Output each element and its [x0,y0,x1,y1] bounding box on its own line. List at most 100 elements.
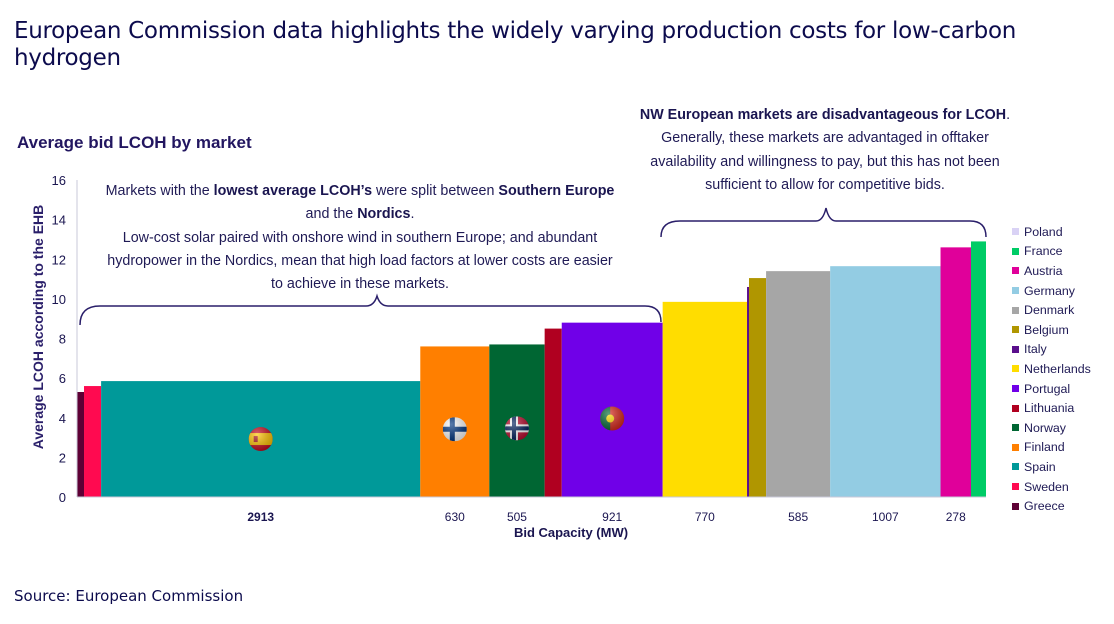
annotation-text: hydropower in the Nordics, mean that hig… [107,252,613,269]
legend-label: Austria [1024,263,1063,278]
capacity-label: 630 [445,510,465,524]
legend-label: Greece [1024,499,1065,514]
legend-label: Germany [1024,283,1075,298]
legend-item-netherlands: Netherlands [1012,359,1091,379]
legend-item-germany: Germany [1012,281,1091,301]
page-title: European Commission data highlights the … [14,18,1016,71]
legend-label: Denmark [1024,303,1075,318]
legend-item-france: France [1012,242,1091,262]
legend-item-greece: Greece [1012,496,1091,516]
annotation-text: to achieve in these markets. [270,276,449,293]
legend-label: France [1024,244,1063,259]
y-tick-label: 6 [59,371,66,386]
legend-swatch [1012,247,1019,255]
bar-netherlands [662,301,748,497]
capacity-label: 770 [695,510,715,524]
legend-label: Portugal [1024,381,1071,396]
y-axis-label: Average LCOH according to the EHB [30,205,46,450]
right-annotation-brace [660,207,987,238]
legend-swatch [1012,326,1019,334]
legend-item-italy: Italy [1012,340,1091,360]
annotation-bold: Nordics [357,206,411,223]
legend-item-spain: Spain [1012,457,1091,477]
bar-greece [77,391,85,497]
y-tick-label: 10 [52,292,66,307]
finland-flag-icon [442,417,467,442]
legend-swatch [1012,267,1019,275]
bar-france [970,241,986,497]
annotation-nw-europe: NW European markets are disadvantageous … [600,104,1050,197]
y-tick-label: 4 [59,411,66,426]
portugal-flag-icon [600,406,625,431]
spain-flag-icon [248,427,273,452]
legend-item-finland: Finland [1012,438,1091,458]
legend-label: Lithuania [1024,401,1075,416]
bar-belgium [748,278,767,497]
bar-austria [940,247,971,497]
bar-germany [830,266,941,497]
annotation-bold: NW European markets are disadvantageous … [639,107,1007,123]
annotation-bold: lowest average LCOH’s [213,183,373,199]
capacity-label: 2913 [247,510,274,524]
capacity-label: 505 [507,510,527,524]
capacity-label: 1007 [872,510,899,524]
legend-swatch [1012,365,1019,373]
legend-swatch [1012,424,1019,432]
left-annotation-brace [79,293,662,326]
bar-sweden [84,386,102,497]
y-tick-label: 8 [59,332,66,347]
x-axis-label: Bid Capacity (MW) [514,525,628,540]
legend-label: Spain [1024,459,1056,474]
legend-swatch [1012,306,1019,314]
bar-denmark [766,271,831,497]
legend-label: Italy [1024,342,1047,357]
y-tick-label: 16 [52,173,66,188]
y-tick-label: 0 [59,490,66,505]
legend-item-sweden: Sweden [1012,477,1091,497]
chart-title: Average bid LCOH by market [17,133,252,152]
legend-label: Belgium [1024,322,1069,337]
annotation-text: . [1006,107,1011,123]
legend-swatch [1012,443,1019,451]
y-tick-label: 2 [59,450,66,465]
annotation-bold: Southern Europe [498,183,615,199]
bar-lithuania [544,328,562,497]
legend-swatch [1012,404,1019,412]
legend-item-portugal: Portugal [1012,379,1091,399]
legend-label: Norway [1024,420,1066,435]
annotation-text: Low-cost solar paired with onshore wind … [122,229,598,246]
legend-item-poland: Poland [1012,222,1091,242]
legend-swatch [1012,287,1019,295]
legend-swatch [1012,483,1019,491]
annotation-text: . [410,206,415,223]
annotation-text: Generally, these markets are advantaged … [661,130,989,147]
legend-item-belgium: Belgium [1012,320,1091,340]
legend-item-denmark: Denmark [1012,300,1091,320]
annotation-text: were split between [372,183,499,199]
annotation-text: availability and willingness to pay, but… [650,153,1000,170]
legend-label: Poland [1024,224,1063,239]
legend-swatch [1012,228,1019,236]
annotation-text: and the [305,206,358,223]
annotation-text: sufficient to allow for competitive bids… [705,176,945,193]
norway-flag-icon [504,416,529,441]
legend-item-lithuania: Lithuania [1012,398,1091,418]
legend-label: Finland [1024,440,1065,455]
y-tick-label: 12 [52,252,66,267]
legend-label: Sweden [1024,479,1069,494]
y-tick-label: 14 [52,213,66,228]
legend-label: Netherlands [1024,361,1091,376]
legend-item-austria: Austria [1012,261,1091,281]
legend: Poland France Austria Germany Denmark Belgium… [1012,222,1091,516]
legend-swatch [1012,345,1019,353]
legend-swatch [1012,385,1019,393]
annotation-text: Markets with the [105,183,214,199]
bar-italy [747,286,749,497]
capacity-label: 585 [788,510,808,524]
legend-swatch [1012,502,1019,510]
capacity-label: 278 [946,510,966,524]
annotation-southern-nordics: Markets with the lowest average LCOH’s w… [75,180,645,296]
legend-swatch [1012,463,1019,471]
source-note: Source: European Commission [14,587,244,605]
